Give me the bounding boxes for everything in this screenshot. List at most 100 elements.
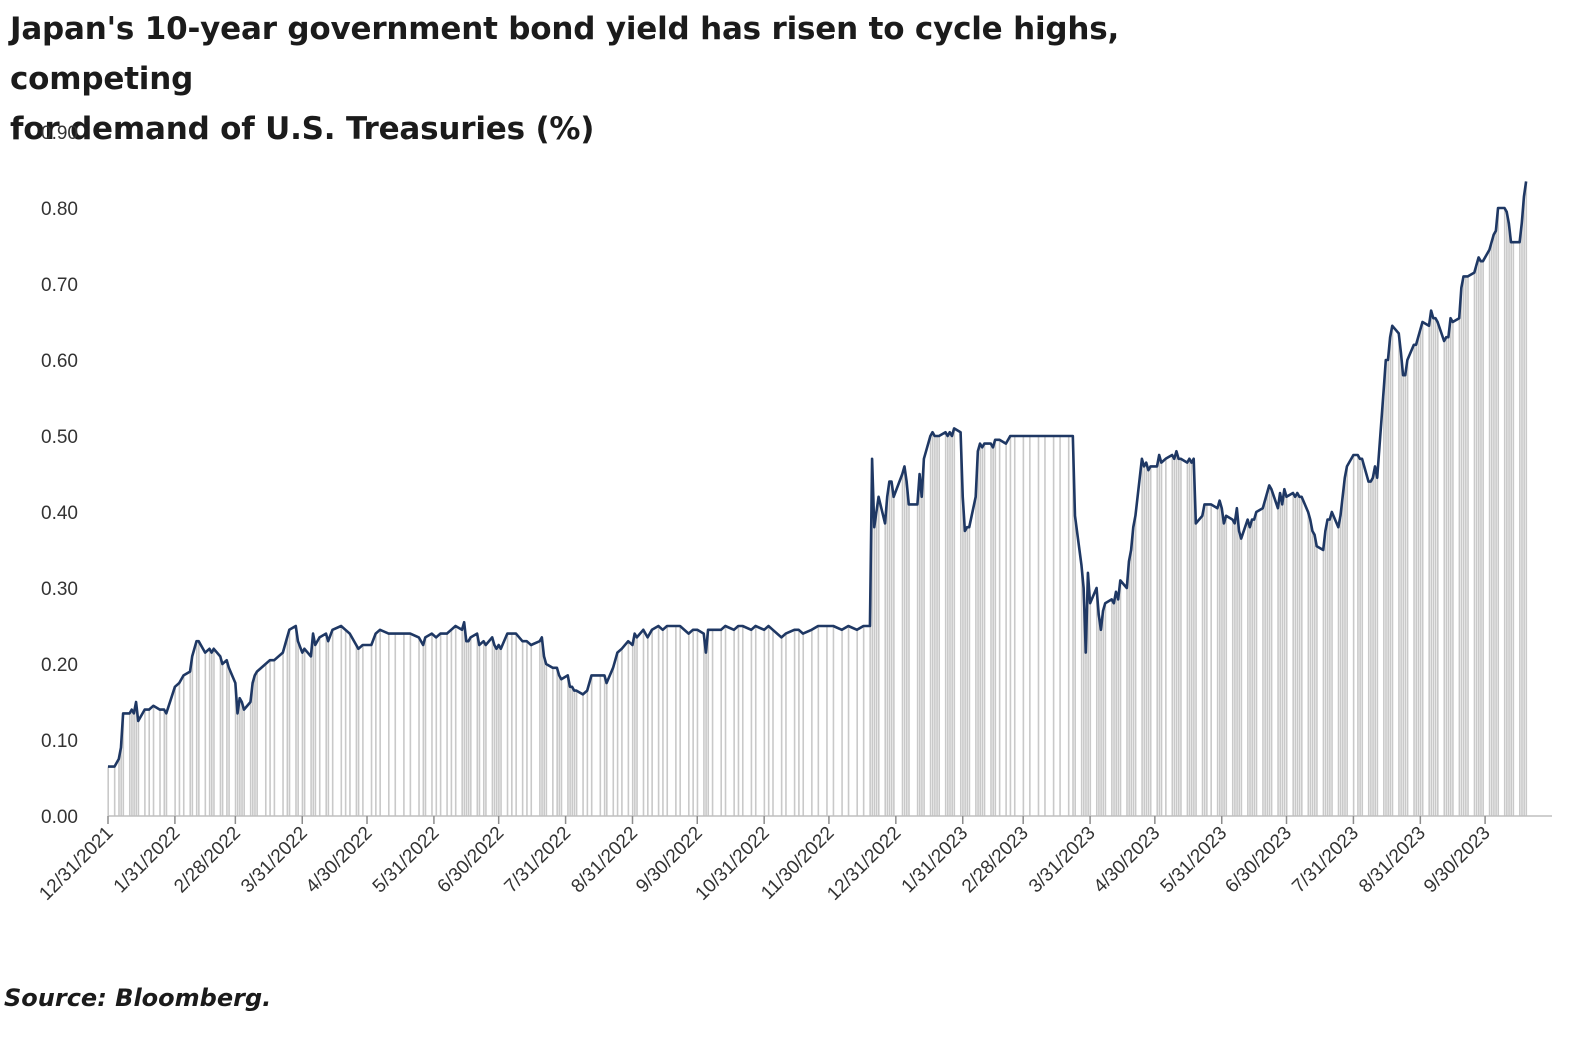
area-fill-bar xyxy=(903,466,906,816)
area-fill-bar xyxy=(273,660,276,816)
area-fill-bar xyxy=(243,709,245,816)
area-fill-bar xyxy=(1190,462,1193,816)
area-fill-bar xyxy=(959,432,962,816)
area-fill-bar xyxy=(254,675,256,816)
area-fill-bar xyxy=(938,436,941,816)
area-fill-bar xyxy=(832,626,835,816)
area-fill-bar xyxy=(599,675,602,816)
area-fill-bar xyxy=(705,652,707,816)
area-fill-bar xyxy=(1406,360,1409,816)
y-tick-label: 0.20 xyxy=(41,655,78,676)
chart-title-line-2: for demand of U.S. Treasuries (%) xyxy=(10,111,595,147)
area-fill-layer xyxy=(107,181,1528,817)
area-fill-bar xyxy=(1186,462,1189,816)
area-fill-bar xyxy=(1421,322,1424,816)
area-fill-bar xyxy=(953,428,956,816)
area-fill-bar xyxy=(916,504,919,816)
area-fill-bar xyxy=(1173,458,1176,816)
area-fill-bar xyxy=(1478,257,1480,816)
area-fill-bar xyxy=(1171,455,1174,816)
area-fill-bar xyxy=(526,641,528,816)
area-fill-bar xyxy=(439,633,442,816)
area-fill-bar xyxy=(1361,458,1364,816)
y-tick-label: 0.50 xyxy=(41,427,78,448)
area-fill-bar xyxy=(515,633,517,816)
area-fill-bar xyxy=(793,629,796,816)
area-fill-bar xyxy=(923,458,925,816)
area-fill-bar xyxy=(1331,512,1333,816)
area-fill-bar xyxy=(1473,272,1476,817)
area-fill-bar xyxy=(707,629,710,816)
area-fill-bar xyxy=(424,637,427,816)
area-fill-bar xyxy=(1236,508,1238,816)
area-fill-bar xyxy=(1428,325,1430,816)
area-fill-bar xyxy=(1465,276,1467,816)
area-fill-bar xyxy=(1413,344,1415,816)
area-fill-bar xyxy=(379,629,381,816)
area-fill-bar xyxy=(1216,508,1219,816)
area-fill-bar xyxy=(724,626,727,816)
area-fill-bar xyxy=(1437,322,1439,816)
area-fill-bar xyxy=(1434,318,1437,816)
x-tick-label: 5/31/2022 xyxy=(369,823,444,898)
area-fill-bar xyxy=(1357,455,1359,816)
area-fill-bar xyxy=(1249,527,1251,816)
area-fill-bar xyxy=(1398,333,1400,816)
area-fill-bar xyxy=(1067,436,1070,816)
area-fill-bar xyxy=(1218,500,1221,816)
area-fill-bar xyxy=(1251,519,1253,816)
area-fill-bar xyxy=(435,637,438,816)
chart-title: Japan's 10-year government bond yield ha… xyxy=(10,4,1310,154)
area-fill-bar xyxy=(521,641,524,816)
area-fill-bar xyxy=(1013,436,1016,816)
area-fill-bar xyxy=(249,702,252,816)
area-fill-bar xyxy=(869,626,871,816)
area-fill-bar xyxy=(465,641,468,816)
area-fill-bar xyxy=(431,633,433,816)
x-tick-label: 3/31/2023 xyxy=(1025,823,1100,898)
area-fill-bar xyxy=(1126,588,1128,816)
y-tick-label: 0.30 xyxy=(41,579,78,600)
area-fill-bar xyxy=(198,641,200,816)
area-fill-bar xyxy=(906,481,908,816)
y-tick-label: 0.40 xyxy=(41,503,78,524)
y-tick-label: 0.90 xyxy=(41,123,78,144)
area-fill-bar xyxy=(1180,458,1182,816)
area-fill-bar xyxy=(1452,322,1454,816)
area-fill-bar xyxy=(947,436,949,816)
area-fill-bar xyxy=(1255,512,1258,816)
area-fill-bar xyxy=(921,496,923,816)
area-fill-bar xyxy=(1087,572,1089,816)
area-fill-bar xyxy=(1022,436,1025,816)
area-fill-bar xyxy=(1508,223,1510,816)
area-fill-bar xyxy=(666,626,669,816)
area-fill-bar xyxy=(107,766,109,816)
area-fill-bar xyxy=(918,474,921,816)
area-fill-bar xyxy=(318,637,321,816)
area-fill-bar xyxy=(1281,504,1284,816)
area-fill-bar xyxy=(1037,436,1040,816)
area-fill-bar xyxy=(621,648,623,816)
area-fill-bar xyxy=(733,629,735,816)
area-fill-bar xyxy=(1143,466,1146,816)
area-fill-bar xyxy=(560,679,563,816)
area-fill-bar xyxy=(446,633,448,816)
area-fill-bar xyxy=(303,648,306,816)
area-fill-bar xyxy=(636,637,638,816)
area-fill-bar xyxy=(711,629,714,816)
area-fill-bar xyxy=(1415,344,1418,816)
area-fill-bar xyxy=(573,690,576,816)
area-fill-bar xyxy=(582,694,584,816)
area-fill-bar xyxy=(567,675,569,816)
area-fill-bar xyxy=(178,683,181,816)
area-fill-bar xyxy=(1083,588,1085,816)
area-fill-bar xyxy=(189,671,192,816)
area-fill-bar xyxy=(1391,325,1394,816)
area-fill-bar xyxy=(152,705,155,816)
area-fill-bar xyxy=(642,629,645,816)
area-fill-bar xyxy=(159,709,161,816)
area-fill-bar xyxy=(802,633,805,816)
area-fill-bar xyxy=(1404,375,1407,816)
area-fill-bar xyxy=(310,656,312,816)
area-fill-bar xyxy=(478,645,481,816)
